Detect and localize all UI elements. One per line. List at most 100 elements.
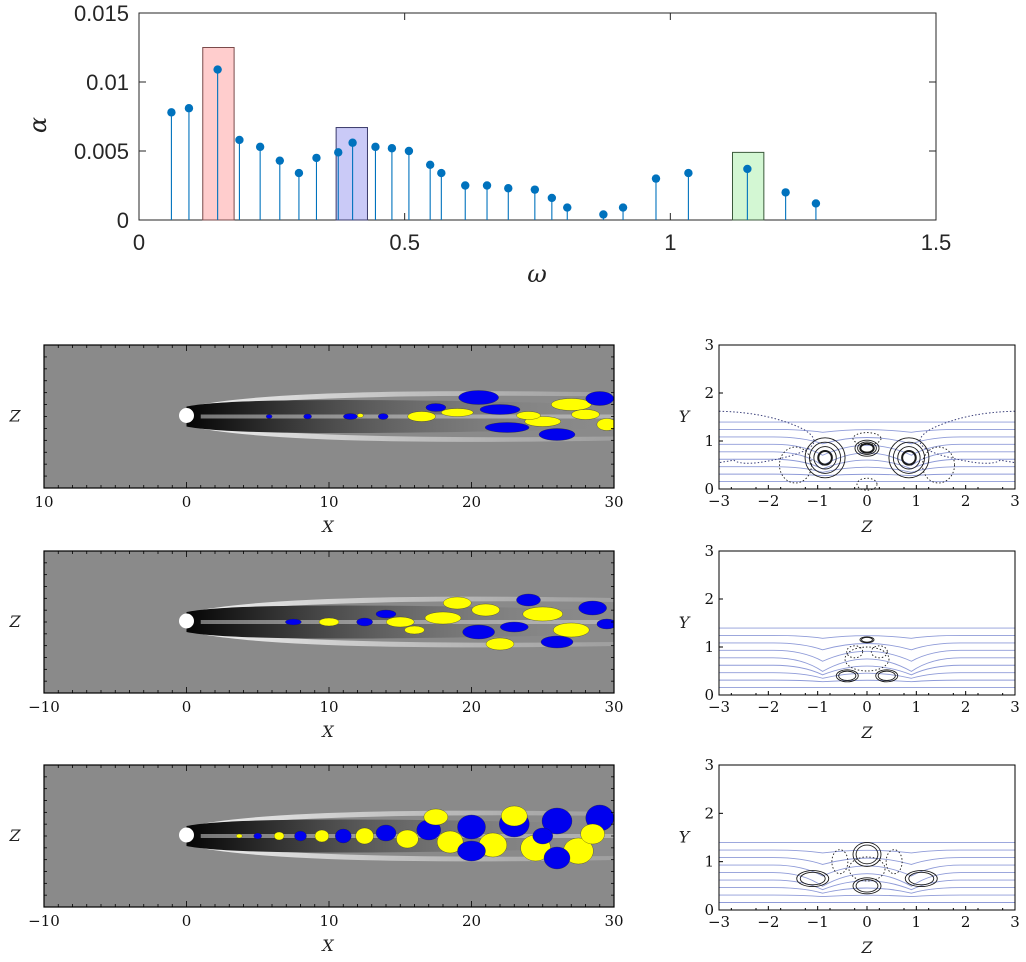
field-panel-1: 10 0 10 20 30 X Z	[8, 344, 624, 536]
stem-marker	[167, 108, 176, 117]
stem-marker	[387, 144, 397, 153]
baseflow-line	[719, 679, 1015, 683]
mode-blob	[479, 404, 521, 415]
z-axis-label: Z	[860, 723, 873, 742]
contour-panel-2: −3 −2 −1 0 1 2 3 0 1 2 3 Z Y	[679, 542, 1020, 742]
stem-point-13	[404, 146, 414, 220]
z-tick-label: −1	[807, 913, 829, 931]
stem-point-14	[425, 160, 435, 220]
stem-marker	[235, 135, 244, 145]
mode-blob	[314, 829, 330, 843]
mode-blob	[551, 398, 592, 411]
mode-contour-line	[848, 856, 886, 882]
mode-blob	[553, 622, 590, 638]
mode-blob	[407, 411, 436, 422]
baseflow-line	[719, 443, 1015, 456]
z-tick-label: −2	[757, 492, 779, 510]
stem-point-5	[255, 142, 265, 220]
mode-contour-line	[857, 441, 877, 455]
y-tick-label: 0.015	[74, 1, 129, 26]
highlight-box-3	[731, 151, 765, 221]
x-tick-label: 30	[604, 493, 623, 511]
z-tick-label: −1	[807, 698, 829, 716]
stem-marker	[504, 184, 513, 193]
highlight-box-1	[202, 47, 235, 221]
mode-structures	[285, 593, 614, 651]
baseflow-line	[719, 458, 1015, 470]
stem-marker	[599, 210, 608, 219]
stem-marker	[255, 142, 265, 152]
mode-blob	[596, 618, 614, 630]
mode-contour-line	[892, 441, 925, 474]
mode-contour-line	[855, 879, 879, 893]
mode-contour-line	[859, 636, 875, 644]
x-tick-label: 10	[34, 493, 53, 511]
mode-blob	[355, 827, 374, 845]
x-tick-label: 0	[182, 698, 192, 716]
x-tick-label: 0.5	[389, 230, 420, 255]
y-tick-label: 2	[704, 804, 714, 822]
mode-blob	[501, 805, 528, 827]
mode-contour-line	[852, 841, 882, 867]
stem-point-17	[482, 181, 492, 220]
x-tick-label: 10	[319, 912, 338, 930]
z-tick-label: 2	[961, 698, 971, 716]
baseflow-line	[719, 894, 1015, 898]
mode-contour-line	[809, 441, 842, 474]
z-tick-label: −2	[757, 913, 779, 931]
mode-contour-line	[885, 849, 903, 875]
z-tick-label: −3	[708, 492, 730, 510]
x-axis-label: X	[320, 722, 334, 741]
stem-point-20	[547, 193, 557, 220]
baseflow-line	[719, 635, 1015, 639]
mode-blob	[396, 829, 419, 849]
mode-contour-line	[861, 637, 873, 643]
y-tick-label: 0	[704, 480, 714, 498]
mode-blob	[294, 830, 307, 842]
y-tick-label: 2	[704, 590, 714, 608]
mode-contour-line	[835, 669, 859, 683]
x-tick-label: 0	[182, 912, 192, 930]
baseflow-line	[719, 466, 1015, 473]
stem-marker	[275, 156, 285, 165]
y-tick-label: 2	[704, 384, 714, 402]
dotted-contour	[919, 410, 1016, 464]
y-ticks: 0 0.005 0.01 0.015	[74, 1, 936, 233]
mode-contour-line	[904, 870, 938, 888]
mode-blob	[471, 603, 500, 617]
mode-contour-line	[854, 439, 880, 457]
contour-panels: −3 −2 −1 0 1 2 3 0 1 2 3 Z Y −3 −2 −1 0 1 2 3 0 1 2 3 Z Y −3 −2 −1 0 1…	[679, 336, 1020, 957]
mode-blob	[585, 391, 614, 406]
x-tick-label: −10	[28, 912, 60, 930]
mode-blob	[541, 807, 573, 835]
baseflow-line	[719, 887, 1015, 894]
z-tick-label: 3	[1010, 913, 1020, 931]
stem-marker	[743, 164, 752, 174]
mode-structures	[265, 390, 614, 441]
stem-point-7	[294, 168, 304, 220]
mode-contours	[835, 636, 899, 683]
mode-blob	[578, 600, 607, 616]
mode-contour-line	[831, 849, 849, 875]
mode-blob	[571, 409, 600, 420]
mode-blob	[538, 428, 576, 441]
z-axis-label: Z	[860, 517, 873, 536]
mode-contour-line	[855, 844, 879, 865]
x-axis-label: X	[320, 936, 334, 955]
stem-marker	[213, 65, 222, 74]
x-tick-label: 1.5	[921, 230, 952, 255]
stem-marker	[425, 160, 435, 169]
y-tick-label: 0	[704, 901, 714, 919]
stem-point-12	[387, 144, 397, 220]
y-axis-label: α	[24, 117, 52, 133]
mode-contour-line	[813, 446, 837, 470]
baseflow-contours	[719, 627, 1015, 689]
stem-marker	[334, 148, 343, 157]
mode-blob	[441, 408, 474, 417]
field-panels: 10 0 10 20 30 X Z −10 0 10 20 30 X Z −10 0 10 20 30 X Z	[8, 344, 624, 955]
stem-point-9	[334, 148, 343, 220]
stem-marker	[530, 185, 540, 194]
mode-blob	[532, 827, 553, 845]
mode-blob	[236, 833, 243, 839]
mode-blob	[375, 609, 397, 619]
